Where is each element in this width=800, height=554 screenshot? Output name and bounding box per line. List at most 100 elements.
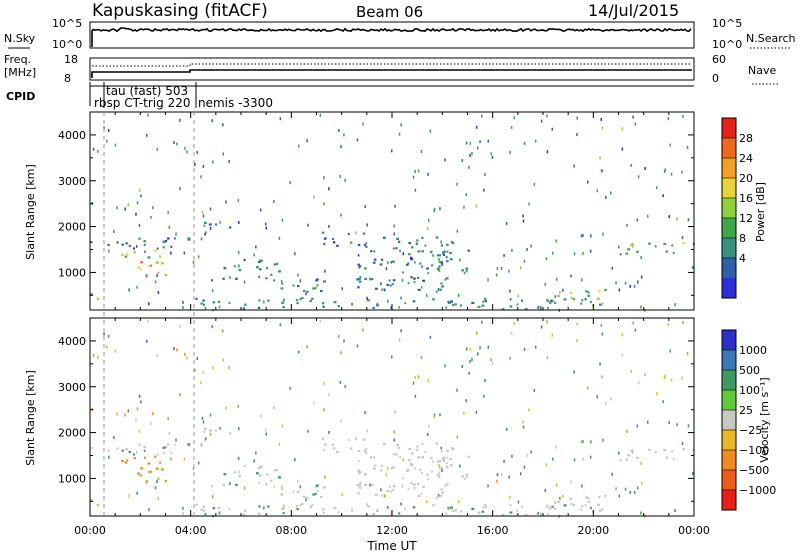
velocity-cell	[528, 408, 530, 412]
power-cell	[263, 300, 265, 304]
velocity-cell	[573, 370, 575, 374]
power-cell	[670, 172, 673, 176]
velocity-cell	[490, 358, 492, 362]
power-cell	[256, 266, 259, 269]
velocity-cell	[145, 480, 148, 484]
velocity-cell	[228, 366, 230, 370]
power-cell	[469, 141, 471, 145]
power-cell	[414, 169, 416, 173]
velocity-cell	[435, 442, 439, 445]
velocity-cell	[137, 472, 140, 475]
velocity-cell	[126, 459, 129, 462]
power-cell	[387, 261, 389, 265]
velocity-cell	[273, 469, 277, 472]
velocity-colorbar: 1000 500 100 25 −25 −100 −500 −1000	[721, 329, 776, 511]
power-cell	[445, 256, 448, 259]
velocity-cell	[417, 482, 420, 485]
velocity-cell	[633, 490, 636, 494]
velocity-cell	[522, 425, 525, 429]
power-cell	[257, 260, 261, 263]
power-cell	[322, 305, 325, 308]
power-cell	[92, 147, 95, 151]
power-cell	[391, 149, 393, 153]
velocity-cell	[448, 507, 451, 511]
power-cell	[179, 187, 181, 191]
velocity-cell	[438, 466, 442, 469]
power-cell	[255, 245, 257, 249]
power-cell	[280, 287, 284, 290]
velocity-cell	[421, 456, 424, 459]
power-cell	[508, 269, 510, 273]
velocity-cell	[223, 473, 227, 476]
power-cell	[421, 265, 424, 268]
velocity-cell	[282, 512, 285, 515]
power-cell	[582, 234, 584, 237]
power-cell	[147, 256, 151, 259]
velocity-cell	[393, 438, 395, 442]
power-cell	[557, 294, 560, 298]
velocity-cell	[202, 505, 205, 508]
velocity-cell	[296, 490, 300, 494]
velocity-cell	[160, 468, 164, 471]
colorbar-cell	[722, 158, 736, 179]
velocity-cell	[404, 508, 407, 511]
velocity-cell	[228, 507, 231, 510]
velocity-cell	[283, 504, 286, 507]
velocity-cell	[127, 409, 130, 413]
velocity-cell	[324, 475, 326, 479]
velocity-cell	[413, 483, 416, 486]
velocity-cell	[526, 453, 528, 457]
power-yaxis: 1000 2000 3000 4000	[58, 129, 694, 296]
velocity-cell	[463, 477, 466, 481]
power-cell	[265, 277, 268, 280]
power-cell	[144, 250, 146, 253]
velocity-cell	[436, 460, 440, 463]
velocity-cell	[107, 334, 110, 338]
power-cell	[580, 302, 583, 305]
power-cell	[282, 300, 285, 304]
power-cell	[197, 255, 200, 259]
power-cell	[587, 291, 590, 294]
power-cell	[387, 299, 389, 303]
velocity-cell	[292, 490, 295, 493]
velocity-cell	[426, 499, 428, 503]
power-cell	[559, 290, 561, 294]
power-cell	[96, 298, 100, 301]
velocity-cell	[401, 484, 404, 488]
velocity-cell	[417, 375, 420, 379]
velocity-cell	[338, 335, 340, 338]
power-cell	[328, 224, 330, 228]
velocity-cell	[364, 483, 368, 486]
velocity-cell	[596, 395, 598, 399]
velocity-cell	[306, 496, 309, 499]
power-cell	[124, 207, 126, 211]
velocity-cell	[337, 511, 340, 514]
power-cell	[672, 251, 675, 254]
power-cell	[656, 186, 658, 190]
power-cell	[273, 200, 275, 203]
velocity-cell	[270, 479, 273, 482]
power-cell	[662, 194, 664, 198]
power-cell	[343, 133, 345, 137]
velocity-cell	[446, 449, 449, 452]
velocity-cell	[164, 479, 167, 482]
velocity-cell	[355, 437, 357, 441]
velocity-yaxis: 1000 2000 3000 4000	[58, 335, 694, 502]
power-cell	[452, 303, 455, 306]
power-cell	[523, 259, 526, 263]
velocity-cell	[322, 511, 325, 514]
velocity-cell	[305, 498, 307, 502]
velocity-cell	[186, 356, 188, 360]
velocity-cell	[228, 432, 232, 435]
velocity-cell	[670, 378, 673, 382]
power-cell	[500, 267, 503, 270]
power-cell	[682, 242, 685, 245]
power-cell	[636, 218, 639, 222]
power-cell	[436, 254, 440, 257]
power-cell	[676, 217, 678, 221]
velocity-cell	[522, 420, 524, 424]
velocity-cell	[618, 451, 620, 455]
velocity-cell	[373, 464, 377, 467]
power-cell	[356, 138, 359, 142]
velocity-cell	[296, 508, 299, 511]
